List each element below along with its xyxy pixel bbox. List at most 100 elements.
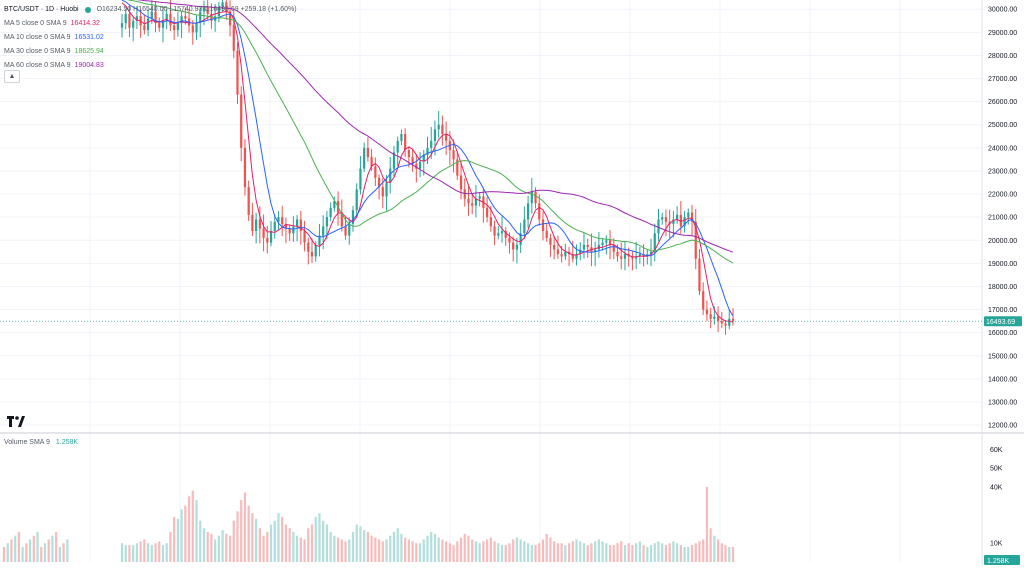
volume-bar[interactable]	[530, 545, 533, 562]
candle-body[interactable]	[150, 11, 153, 19]
candle-body[interactable]	[299, 219, 302, 232]
candle-body[interactable]	[340, 212, 343, 227]
candle-body[interactable]	[675, 214, 679, 220]
volume-bar[interactable]	[690, 545, 694, 562]
candle-body[interactable]	[132, 20, 135, 28]
volume-bar[interactable]	[325, 524, 329, 562]
volume-bar[interactable]	[184, 505, 187, 562]
volume-bar[interactable]	[221, 530, 224, 562]
candle-body[interactable]	[206, 6, 209, 14]
candle-body[interactable]	[255, 219, 258, 232]
candle-body[interactable]	[191, 25, 194, 33]
chevron-up-icon[interactable]: ▲	[4, 70, 20, 83]
volume-bar[interactable]	[173, 516, 176, 562]
candle-body[interactable]	[515, 244, 519, 250]
volume-bar[interactable]	[523, 541, 526, 562]
candle-body[interactable]	[303, 231, 306, 243]
candle-body[interactable]	[582, 244, 586, 250]
candle-body[interactable]	[620, 256, 623, 259]
candle-body[interactable]	[415, 164, 418, 169]
candle-body[interactable]	[664, 217, 668, 222]
volume-bar[interactable]	[266, 531, 269, 562]
candle-body[interactable]	[608, 240, 612, 245]
volume-bar[interactable]	[459, 537, 463, 562]
volume-bar[interactable]	[452, 545, 455, 562]
volume-bar[interactable]	[564, 545, 567, 562]
volume-bar[interactable]	[404, 537, 407, 562]
candle-body[interactable]	[500, 231, 504, 234]
candle-body[interactable]	[545, 231, 548, 238]
candle-body[interactable]	[221, 2, 224, 7]
volume-bar[interactable]	[292, 531, 295, 562]
volume-bar[interactable]	[169, 531, 172, 562]
tradingview-logo-icon[interactable]	[7, 414, 25, 432]
volume-bar[interactable]	[307, 528, 310, 562]
candle-body[interactable]	[705, 309, 709, 315]
candle-body[interactable]	[508, 237, 511, 243]
candle-body[interactable]	[195, 23, 198, 33]
volume-bar[interactable]	[143, 539, 146, 562]
candle-body[interactable]	[493, 226, 496, 236]
volume-bar[interactable]	[269, 524, 273, 562]
volume-bar[interactable]	[47, 539, 50, 562]
volume-bar[interactable]	[679, 545, 682, 562]
candle-body[interactable]	[474, 198, 478, 206]
volume-bar[interactable]	[541, 539, 545, 562]
volume-bar[interactable]	[478, 543, 481, 562]
candle-body[interactable]	[169, 13, 172, 26]
volume-bar[interactable]	[251, 513, 254, 562]
volume-bar[interactable]	[191, 490, 194, 562]
candle-body[interactable]	[605, 240, 608, 243]
volume-bar[interactable]	[333, 535, 336, 562]
volume-bar[interactable]	[463, 533, 466, 562]
candle-body[interactable]	[601, 242, 604, 245]
volume-bar[interactable]	[586, 545, 589, 562]
candle-body[interactable]	[176, 23, 180, 31]
candle-body[interactable]	[284, 224, 288, 229]
volume-bar[interactable]	[396, 528, 399, 562]
candle-body[interactable]	[456, 159, 459, 176]
volume-bar[interactable]	[132, 545, 135, 562]
volume-bar[interactable]	[448, 543, 451, 562]
volume-bar[interactable]	[705, 486, 709, 562]
candle-body[interactable]	[217, 6, 220, 17]
volume-bar[interactable]	[709, 528, 712, 562]
candle-body[interactable]	[307, 242, 310, 252]
volume-bar[interactable]	[728, 546, 731, 562]
volume-bar[interactable]	[430, 531, 433, 562]
candle-body[interactable]	[504, 231, 507, 238]
volume-bar[interactable]	[418, 543, 422, 562]
volume-bar[interactable]	[340, 539, 343, 562]
volume-bar[interactable]	[612, 545, 615, 562]
candle-body[interactable]	[467, 198, 470, 204]
candle-body[interactable]	[277, 217, 280, 222]
volume-bar[interactable]	[515, 537, 519, 562]
candle-body[interactable]	[437, 124, 440, 130]
volume-bar[interactable]	[206, 531, 209, 562]
volume-bar[interactable]	[40, 546, 43, 562]
candle-body[interactable]	[173, 25, 176, 31]
candle-body[interactable]	[120, 23, 124, 28]
candle-body[interactable]	[240, 94, 243, 148]
candle-body[interactable]	[687, 212, 690, 218]
candle-body[interactable]	[702, 291, 705, 310]
candle-body[interactable]	[322, 226, 325, 236]
volume-bar[interactable]	[400, 533, 403, 562]
volume-bar[interactable]	[32, 535, 35, 562]
volume-bar[interactable]	[374, 537, 377, 562]
volume-bar[interactable]	[124, 545, 127, 562]
volume-bar[interactable]	[437, 537, 440, 562]
volume-bar[interactable]	[608, 545, 612, 562]
volume-bar[interactable]	[2, 546, 6, 562]
volume-bar[interactable]	[411, 541, 414, 562]
volume-bar[interactable]	[128, 545, 131, 562]
volume-bar[interactable]	[295, 535, 299, 562]
volume-bar[interactable]	[545, 533, 548, 562]
candle-body[interactable]	[396, 140, 399, 153]
volume-bar[interactable]	[493, 541, 496, 562]
volume-bar[interactable]	[508, 543, 511, 562]
candle-body[interactable]	[728, 318, 731, 326]
candle-body[interactable]	[366, 147, 370, 158]
volume-bar[interactable]	[255, 518, 258, 562]
